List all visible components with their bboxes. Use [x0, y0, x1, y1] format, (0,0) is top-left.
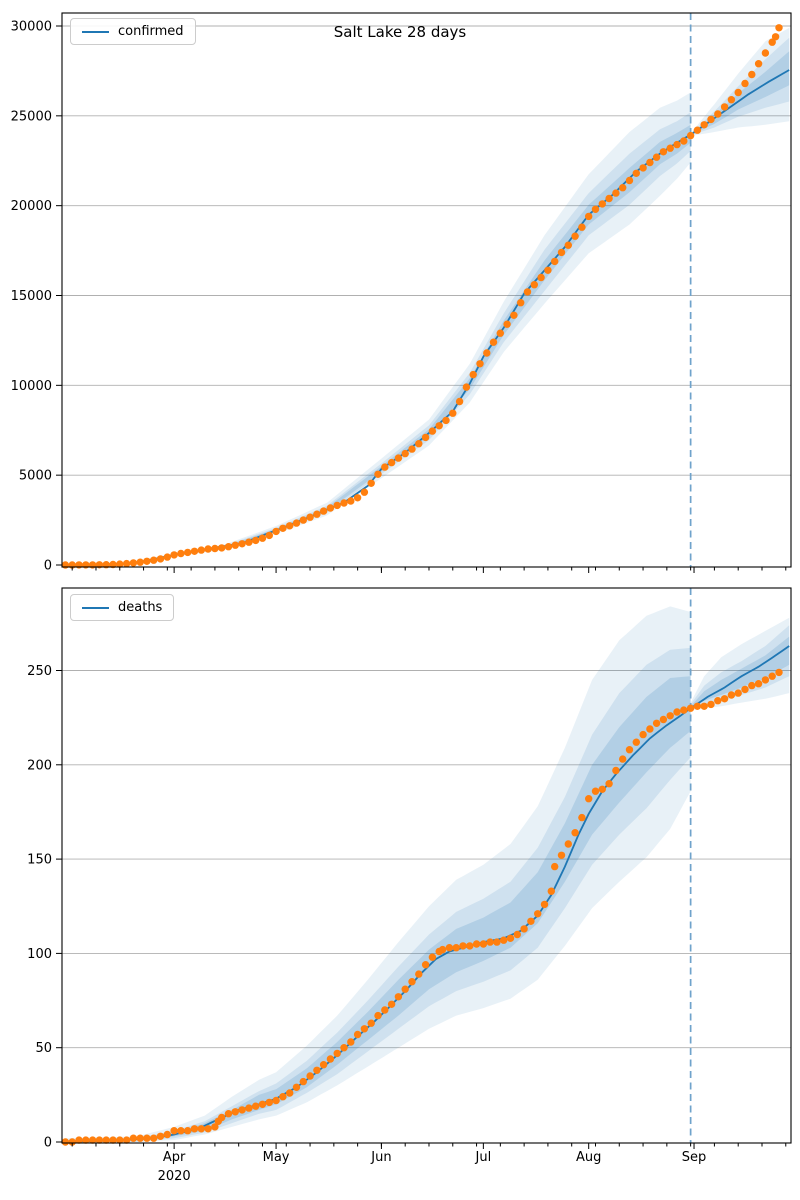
- confidence-band: [65, 92, 691, 565]
- legend-line-sample-deaths: [82, 606, 109, 609]
- svg-text:10000: 10000: [11, 379, 52, 394]
- chart-title: Salt Lake 28 days: [333, 23, 467, 41]
- svg-text:250: 250: [27, 664, 52, 679]
- svg-text:Sep: Sep: [682, 1150, 707, 1165]
- confidence-band: [65, 606, 691, 1142]
- confidence-bands: [65, 27, 790, 566]
- ticks: [56, 25, 787, 573]
- gridlines: [62, 670, 791, 1049]
- observed-dots: [61, 24, 783, 569]
- confidence-band: [690, 625, 790, 709]
- legend-confirmed: confirmed: [70, 18, 196, 45]
- svg-text:150: 150: [27, 853, 52, 868]
- axes-box: [61, 587, 792, 1144]
- confidence-band: [65, 676, 691, 1142]
- deaths-plot: 0 50 100 150 200 250: [27, 587, 792, 1151]
- y-tick-labels: 0 5000 10000 15000 20000 25000 30000: [11, 20, 52, 574]
- svg-text:Jun: Jun: [370, 1150, 391, 1165]
- svg-text:Jul: Jul: [475, 1150, 492, 1165]
- svg-text:May: May: [263, 1150, 290, 1165]
- svg-text:Aug: Aug: [576, 1150, 601, 1165]
- axes-box: [61, 12, 792, 568]
- svg-text:20000: 20000: [11, 199, 52, 214]
- confidence-band: [690, 617, 790, 711]
- ticks: [56, 670, 787, 1149]
- confidence-band: [690, 37, 790, 136]
- legend-label-deaths: deaths: [118, 600, 163, 615]
- svg-text:25000: 25000: [11, 109, 52, 124]
- legend-deaths: deaths: [70, 594, 175, 621]
- observed-dots: [61, 668, 783, 1146]
- legend-line-sample-confirmed: [82, 30, 109, 33]
- legend-label-confirmed: confirmed: [118, 24, 184, 39]
- y-tick-labels: 0 50 100 150 200 250: [27, 664, 52, 1151]
- svg-text:15000: 15000: [11, 289, 52, 304]
- svg-text:Apr: Apr: [163, 1150, 186, 1165]
- svg-text:0: 0: [44, 1136, 52, 1151]
- svg-text:100: 100: [27, 947, 52, 962]
- svg-text:30000: 30000: [11, 20, 52, 35]
- svg-text:50: 50: [35, 1041, 52, 1056]
- svg-text:5000: 5000: [19, 469, 52, 484]
- x-tick-labels: Apr 2020 May Jun Jul Aug Sep: [158, 1150, 707, 1184]
- svg-text:2020: 2020: [158, 1169, 191, 1184]
- confidence-bands: [65, 606, 790, 1142]
- confidence-band: [690, 636, 790, 709]
- confidence-band: [65, 647, 691, 1142]
- confirmed-plot: 0 5000 10000 15000 20000 25000 30000: [11, 12, 792, 574]
- gridlines: [62, 25, 791, 476]
- svg-text:200: 200: [27, 758, 52, 773]
- svg-text:0: 0: [44, 559, 52, 574]
